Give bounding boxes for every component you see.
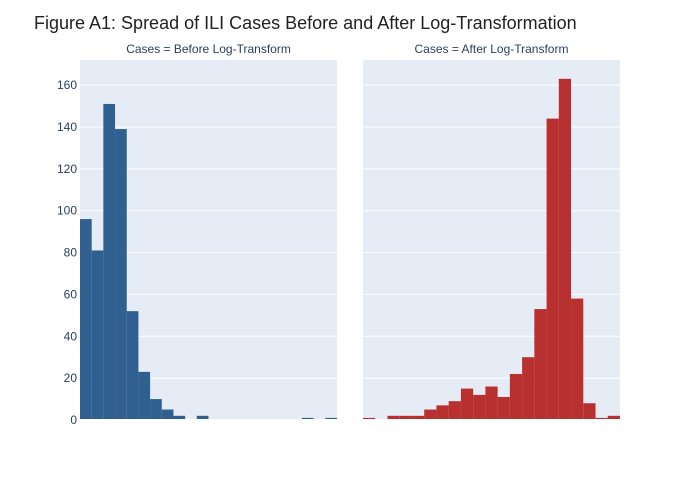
bar-after-9 <box>473 394 486 420</box>
bar-after-10 <box>485 386 498 420</box>
bar-after-3 <box>399 415 412 420</box>
bar-after-14 <box>534 309 547 420</box>
bar-after-2 <box>387 415 400 420</box>
y-tick-label-120: 120 <box>57 162 77 176</box>
panel-before-y-ticks: 0 20 40 60 80 100 120 140 160 <box>57 78 77 427</box>
y-tick-label-0: 0 <box>70 413 77 427</box>
bar-after-11 <box>497 396 510 420</box>
y-tick-label-140: 140 <box>57 120 77 134</box>
bar-after-15 <box>546 118 559 421</box>
bar-after-6 <box>436 405 449 420</box>
y-tick-label-100: 100 <box>57 204 77 218</box>
bar-after-20 <box>607 415 620 420</box>
figure-title: Figure A1: Spread of ILI Cases Before an… <box>34 13 577 33</box>
panel-before-bars <box>80 103 337 421</box>
panel-after-log-transform: Cases = After Log-Transform <box>363 42 620 421</box>
panel-after-title: Cases = After Log-Transform <box>415 42 569 56</box>
bar-after-0 <box>363 417 376 420</box>
panel-after-gridlines <box>363 84 620 379</box>
bar-after-13 <box>522 357 535 420</box>
bar-before-0 <box>80 219 92 420</box>
bar-before-6 <box>150 399 162 420</box>
y-tick-label-160: 160 <box>57 78 77 92</box>
bar-after-12 <box>509 373 523 420</box>
bar-before-3 <box>115 129 127 420</box>
bar-after-19 <box>595 417 608 420</box>
bar-before-8 <box>173 415 186 420</box>
bar-before-1 <box>91 250 104 420</box>
bar-before-4 <box>126 311 139 420</box>
bar-before-5 <box>138 371 151 420</box>
bar-after-5 <box>424 409 437 420</box>
y-tick-label-40: 40 <box>64 329 78 343</box>
bar-after-8 <box>460 388 474 420</box>
y-tick-label-80: 80 <box>64 246 78 260</box>
panel-before-log-transform: 0 20 40 60 80 100 120 140 160 Cases = Before Log… <box>57 42 337 427</box>
bar-before-7 <box>161 409 174 420</box>
panel-before-title: Cases = Before Log-Transform <box>126 42 291 56</box>
bar-before-2 <box>103 103 116 420</box>
bar-after-4 <box>411 415 425 420</box>
bar-before-21 <box>325 417 337 420</box>
bar-after-16 <box>558 78 572 420</box>
panel-after-bars <box>363 78 620 421</box>
bar-before-10 <box>196 415 209 420</box>
bar-before-19 <box>301 417 314 420</box>
y-tick-label-60: 60 <box>64 287 78 301</box>
bar-after-17 <box>571 298 584 420</box>
y-tick-label-20: 20 <box>64 371 78 385</box>
bar-after-18 <box>583 403 596 420</box>
bar-after-7 <box>448 401 461 420</box>
